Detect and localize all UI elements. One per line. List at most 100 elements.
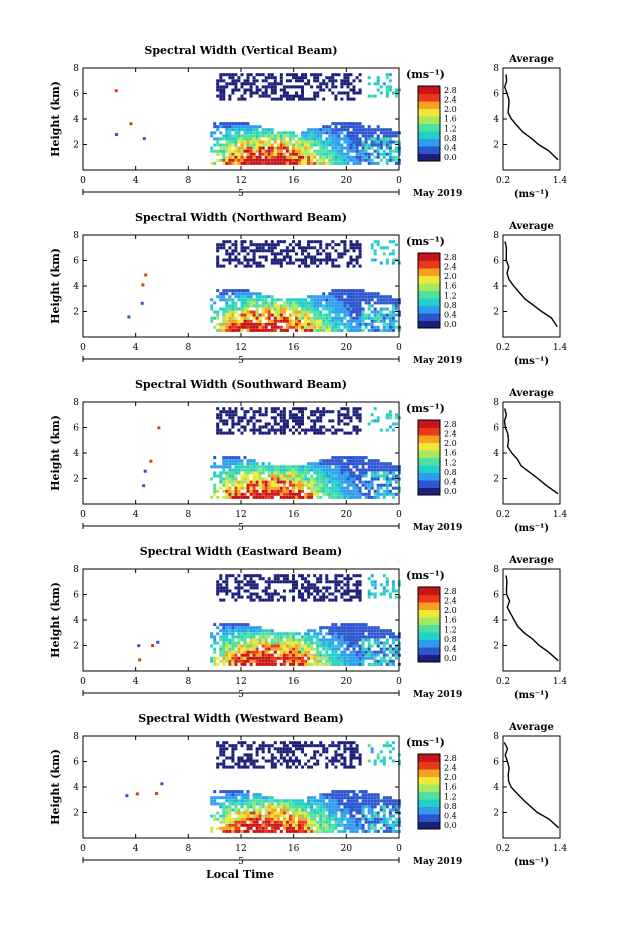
heatmap-cell xyxy=(264,243,268,247)
heatmap-cell xyxy=(304,577,308,581)
heatmap-cell xyxy=(243,823,247,827)
heatmap-cell xyxy=(361,644,365,648)
heatmap-cell xyxy=(292,261,295,265)
heatmap-cell xyxy=(370,817,374,821)
heatmap-cell xyxy=(273,91,277,95)
average-title: Average xyxy=(508,221,554,232)
heatmap-cell xyxy=(385,823,389,827)
colorbar-tick-label: 2.4 xyxy=(444,597,457,606)
heatmap-cell xyxy=(267,829,271,833)
heatmap-cell xyxy=(234,161,238,165)
heatmap-cell xyxy=(298,322,301,326)
heatmap-cell xyxy=(222,143,226,147)
heatmap-cell xyxy=(273,477,277,481)
heatmap-cell xyxy=(273,137,277,141)
heatmap-cell xyxy=(325,149,329,153)
heatmap-cell xyxy=(243,246,247,250)
heatmap-cell xyxy=(264,79,268,83)
heatmap-cell xyxy=(310,143,314,147)
heatmap-cell xyxy=(240,759,244,763)
heatmap-cell xyxy=(358,595,362,599)
heatmap-cell xyxy=(246,307,250,311)
heatmap-cell xyxy=(243,765,247,769)
heatmap-cell xyxy=(240,623,244,627)
colorbar: 0.00.40.81.21.62.02.42.8 xyxy=(417,252,457,329)
heatmap-cell xyxy=(352,817,356,821)
heatmap-cell xyxy=(222,623,226,627)
heatmap-cell xyxy=(313,814,317,818)
heatmap-cell xyxy=(255,292,259,296)
x-tick-label: 0 xyxy=(80,510,86,520)
heatmap-cell xyxy=(270,137,274,141)
heatmap-cell xyxy=(379,298,383,302)
heatmap-cell xyxy=(137,644,141,648)
heatmap-cell xyxy=(279,88,283,92)
heatmap-cell xyxy=(352,459,356,463)
heatmap-cell xyxy=(292,753,295,757)
heatmap-cell xyxy=(252,301,256,305)
heatmap-cell xyxy=(225,313,229,317)
heatmap-cell xyxy=(304,589,308,593)
heatmap-cell xyxy=(307,650,311,654)
heatmap-cell xyxy=(246,252,250,256)
heatmap-cell xyxy=(222,589,226,593)
heatmap-cell xyxy=(325,128,329,132)
heatmap-cell xyxy=(228,319,232,323)
heatmap-cell xyxy=(301,811,304,815)
heatmap-cell xyxy=(340,91,344,95)
heatmap-cell xyxy=(258,474,262,478)
heatmap-cell xyxy=(343,468,347,472)
heatmap-cell xyxy=(228,492,232,496)
heatmap-cell xyxy=(234,802,238,806)
heatmap-cell xyxy=(385,662,389,666)
heatmap-cell xyxy=(298,94,301,98)
heatmap-cell xyxy=(370,465,374,469)
heatmap-cell xyxy=(331,790,335,794)
heatmap-cell xyxy=(157,426,161,430)
heatmap-cell xyxy=(301,750,304,754)
heatmap-cell xyxy=(273,826,277,830)
heatmap-cell xyxy=(370,419,374,423)
heatmap-cell xyxy=(328,459,332,463)
heatmap-cell xyxy=(328,793,332,797)
heatmap-cell xyxy=(246,131,250,135)
heatmap-cell xyxy=(325,814,329,818)
heatmap-cell xyxy=(295,759,298,763)
x-tick-label: 20 xyxy=(341,176,353,186)
heatmap-cell xyxy=(285,759,289,763)
heatmap-cell xyxy=(361,289,365,293)
heatmap-cell xyxy=(249,656,253,660)
heatmap-cell xyxy=(316,140,320,144)
heatmap-cell xyxy=(343,495,347,499)
heatmap-cell xyxy=(219,598,223,602)
heatmap-cell xyxy=(267,310,271,314)
panel-0: Spectral Width (Vertical Beam)Height (km… xyxy=(49,44,567,200)
heatmap-cell xyxy=(261,465,265,469)
heatmap-cell xyxy=(279,480,283,484)
heatmap-cell xyxy=(225,583,229,587)
heatmap-cell xyxy=(346,143,350,147)
heatmap-cell xyxy=(316,310,320,314)
heatmap-cell xyxy=(231,471,235,475)
heatmap-cell xyxy=(249,826,253,830)
heatmap-cell xyxy=(310,808,314,812)
heatmap-cell xyxy=(358,322,362,326)
panel-3: Spectral Width (Eastward Beam)Height (km… xyxy=(49,545,567,701)
heatmap-cell xyxy=(358,826,362,830)
heatmap-cell xyxy=(295,802,298,806)
colorbar-swatch xyxy=(418,487,440,496)
heatmap-cell xyxy=(337,465,341,469)
heatmap-cell xyxy=(337,298,341,302)
heatmap-cell xyxy=(285,823,289,827)
heatmap-cell xyxy=(240,486,244,490)
heatmap-cell xyxy=(231,134,235,138)
heatmap-cell xyxy=(391,249,395,253)
heatmap-cell xyxy=(382,468,386,472)
heatmap-cell xyxy=(276,750,280,754)
heatmap-cell xyxy=(298,474,301,478)
heatmap-cell xyxy=(382,820,386,824)
heatmap-cell xyxy=(337,632,341,636)
heatmap-cell xyxy=(349,808,353,812)
heatmap-cell xyxy=(295,656,298,660)
heatmap-cell xyxy=(349,623,353,627)
